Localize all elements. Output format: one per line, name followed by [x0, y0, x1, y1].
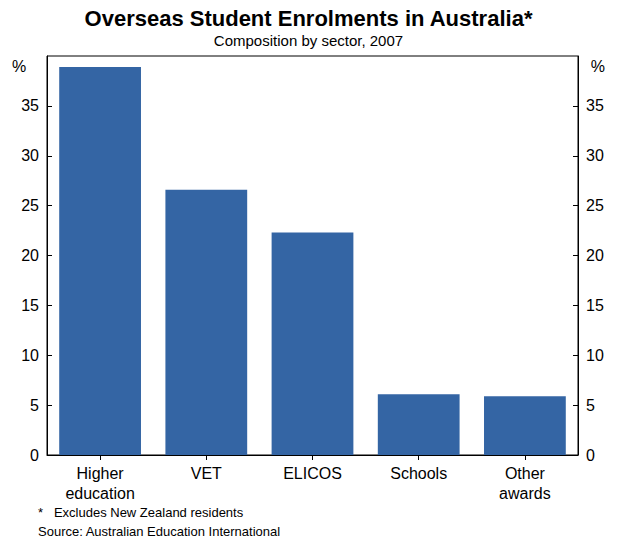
svg-text:20: 20: [586, 247, 604, 264]
svg-text:15: 15: [586, 297, 604, 314]
svg-text:VET: VET: [191, 465, 222, 482]
svg-text:10: 10: [21, 347, 39, 364]
svg-text:0: 0: [586, 447, 595, 464]
svg-text:* Excludes New Zealand resid: * Excludes New Zealand residents: [38, 505, 244, 520]
svg-text:35: 35: [21, 97, 39, 114]
svg-text:10: 10: [586, 347, 604, 364]
svg-text:30: 30: [21, 147, 39, 164]
svg-text:5: 5: [30, 397, 39, 414]
svg-text:35: 35: [586, 97, 604, 114]
svg-text:ELICOS: ELICOS: [283, 465, 342, 482]
svg-text:%: %: [12, 58, 26, 75]
svg-text:25: 25: [21, 197, 39, 214]
svg-text:education: education: [65, 485, 134, 502]
svg-text:Overseas Student Enrolments in: Overseas Student Enrolments in Australia…: [85, 6, 533, 31]
svg-text:15: 15: [21, 297, 39, 314]
svg-text:5: 5: [586, 397, 595, 414]
svg-text:Higher: Higher: [77, 465, 125, 482]
svg-text:30: 30: [586, 147, 604, 164]
svg-text:%: %: [591, 58, 605, 75]
svg-text:Composition by sector, 2007: Composition by sector, 2007: [214, 32, 403, 49]
svg-text:Schools: Schools: [390, 465, 447, 482]
svg-text:25: 25: [586, 197, 604, 214]
svg-text:awards: awards: [499, 485, 551, 502]
svg-text:Source: Australian Education I: Source: Australian Education Internation…: [38, 524, 280, 539]
svg-text:Other: Other: [505, 465, 546, 482]
svg-text:20: 20: [21, 247, 39, 264]
svg-text:0: 0: [30, 447, 39, 464]
